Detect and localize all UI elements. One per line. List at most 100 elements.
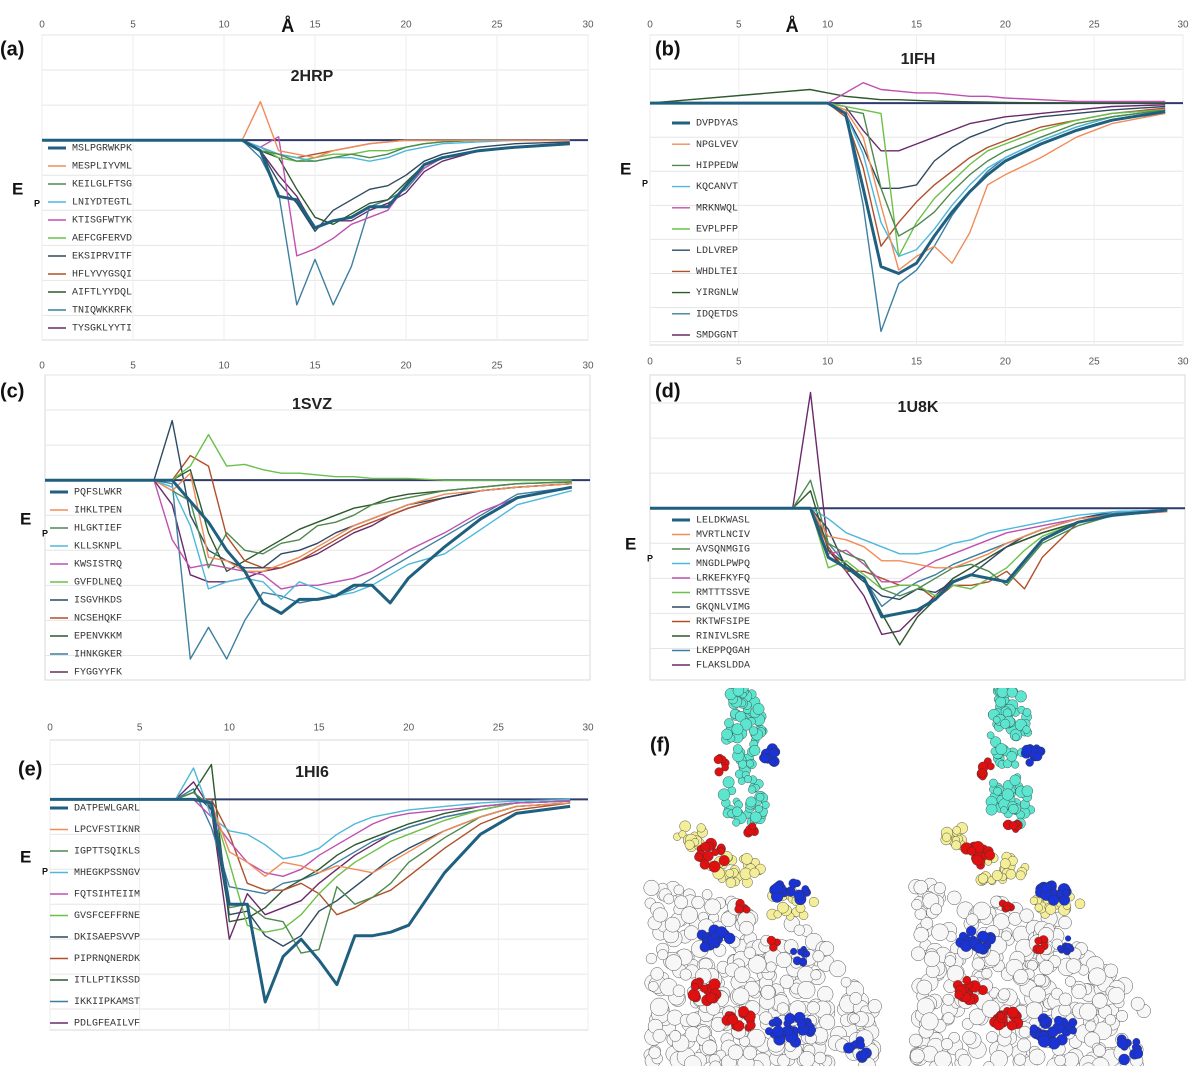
- chart-title: 1HI6: [295, 764, 329, 781]
- atom: [726, 869, 734, 877]
- atom: [799, 958, 806, 965]
- atom: [978, 769, 987, 778]
- atom: [724, 718, 733, 727]
- atom: [714, 755, 722, 763]
- x-tick-label: 15: [309, 20, 321, 31]
- legend-label: HIPPEDW: [696, 161, 738, 172]
- chart-title: 1U8K: [898, 399, 939, 416]
- atom: [1022, 786, 1033, 797]
- atom: [777, 902, 788, 913]
- atom: [773, 1026, 784, 1037]
- atom: [1063, 889, 1070, 896]
- atom: [859, 1051, 868, 1060]
- legend-label: KQCANVT: [696, 182, 738, 193]
- x-tick-label: 30: [582, 361, 594, 372]
- x-tick-label: 0: [47, 723, 53, 734]
- legend-label: LNIYDTEGTL: [72, 198, 132, 209]
- atom: [813, 951, 824, 962]
- legend-label: EKSIPRVITF: [72, 252, 132, 263]
- atom: [1133, 1038, 1140, 1045]
- x-tick-label: 25: [1089, 357, 1101, 368]
- atom: [1012, 734, 1019, 741]
- series-line: [45, 480, 572, 599]
- atom: [1048, 1027, 1059, 1038]
- chart-title: 1SVZ: [292, 396, 332, 413]
- atom: [1055, 1055, 1066, 1066]
- panel-label: (f): [650, 734, 670, 756]
- atom: [749, 823, 756, 830]
- atom: [947, 891, 961, 905]
- panel-label: (c): [0, 380, 24, 402]
- atom: [808, 1026, 816, 1034]
- atom: [797, 1020, 806, 1029]
- legend-label: IKKIIPKAMST: [74, 997, 140, 1008]
- atom: [1007, 1021, 1017, 1031]
- atom: [1035, 937, 1042, 944]
- atom: [924, 951, 940, 967]
- atom: [709, 861, 720, 872]
- atom: [1023, 708, 1031, 716]
- atom: [857, 1041, 865, 1049]
- atom: [952, 841, 961, 850]
- atom: [955, 991, 964, 1000]
- atom: [989, 779, 997, 787]
- atom: [986, 804, 997, 815]
- atom: [997, 686, 1008, 697]
- x-tick-label: 20: [1000, 357, 1012, 368]
- atom: [982, 968, 992, 978]
- atom: [667, 1010, 682, 1025]
- atom: [785, 1013, 796, 1024]
- atom: [1023, 726, 1031, 734]
- atom: [1133, 1049, 1143, 1059]
- atom: [912, 899, 923, 910]
- atom: [1059, 916, 1072, 929]
- atom: [765, 1027, 773, 1035]
- atom: [681, 907, 698, 924]
- atom: [1002, 789, 1014, 801]
- atom: [868, 999, 882, 1013]
- atom: [909, 1034, 922, 1047]
- atom: [718, 789, 730, 801]
- atom: [829, 961, 845, 977]
- atom: [723, 777, 734, 788]
- plot-frame: [45, 375, 590, 680]
- legend-label: FYGGYYFK: [74, 668, 122, 679]
- legend-label: RINIVLSRE: [696, 632, 750, 643]
- x-axis-label: Å: [281, 16, 294, 36]
- legend-label: LPCVFSTIKNR: [74, 825, 140, 836]
- legend-label: MESPLIYVML: [72, 162, 132, 173]
- atom: [744, 775, 752, 783]
- legend-label: HLGKTIEF: [74, 524, 122, 535]
- atom: [1075, 899, 1085, 909]
- x-tick-label: 25: [1089, 20, 1101, 31]
- atom: [1035, 904, 1043, 912]
- legend-label: MHEGKPSSNGV: [74, 868, 140, 879]
- atom: [1065, 943, 1071, 949]
- atom: [1010, 775, 1021, 786]
- legend-label: EPENVKKM: [74, 632, 122, 643]
- atom: [733, 685, 744, 696]
- atom: [680, 821, 691, 832]
- figure: (f) 005510101515202025253030ÅMSLPGRWKPKM…: [0, 0, 1199, 1066]
- legend-label: WHDLTEI: [696, 267, 738, 278]
- atom: [994, 787, 1002, 795]
- x-tick-label: 15: [911, 357, 923, 368]
- atom: [789, 879, 798, 888]
- atom: [966, 926, 976, 936]
- atom: [1007, 1007, 1018, 1018]
- stereo-view: [909, 682, 1151, 1066]
- atom: [974, 943, 984, 953]
- x-tick-label: 15: [911, 20, 923, 31]
- legend-label: MNGDLPWPQ: [696, 559, 750, 570]
- atom: [953, 826, 961, 834]
- atom: [807, 1001, 820, 1014]
- atom: [910, 1049, 924, 1063]
- y-axis-label: E: [12, 179, 23, 198]
- atom: [1005, 905, 1011, 911]
- atom: [850, 1014, 860, 1024]
- atom: [943, 994, 954, 1005]
- atom: [1108, 987, 1125, 1004]
- atom: [1007, 687, 1017, 697]
- atom: [934, 882, 946, 894]
- legend-label: GVSFCEFFRNE: [74, 911, 140, 922]
